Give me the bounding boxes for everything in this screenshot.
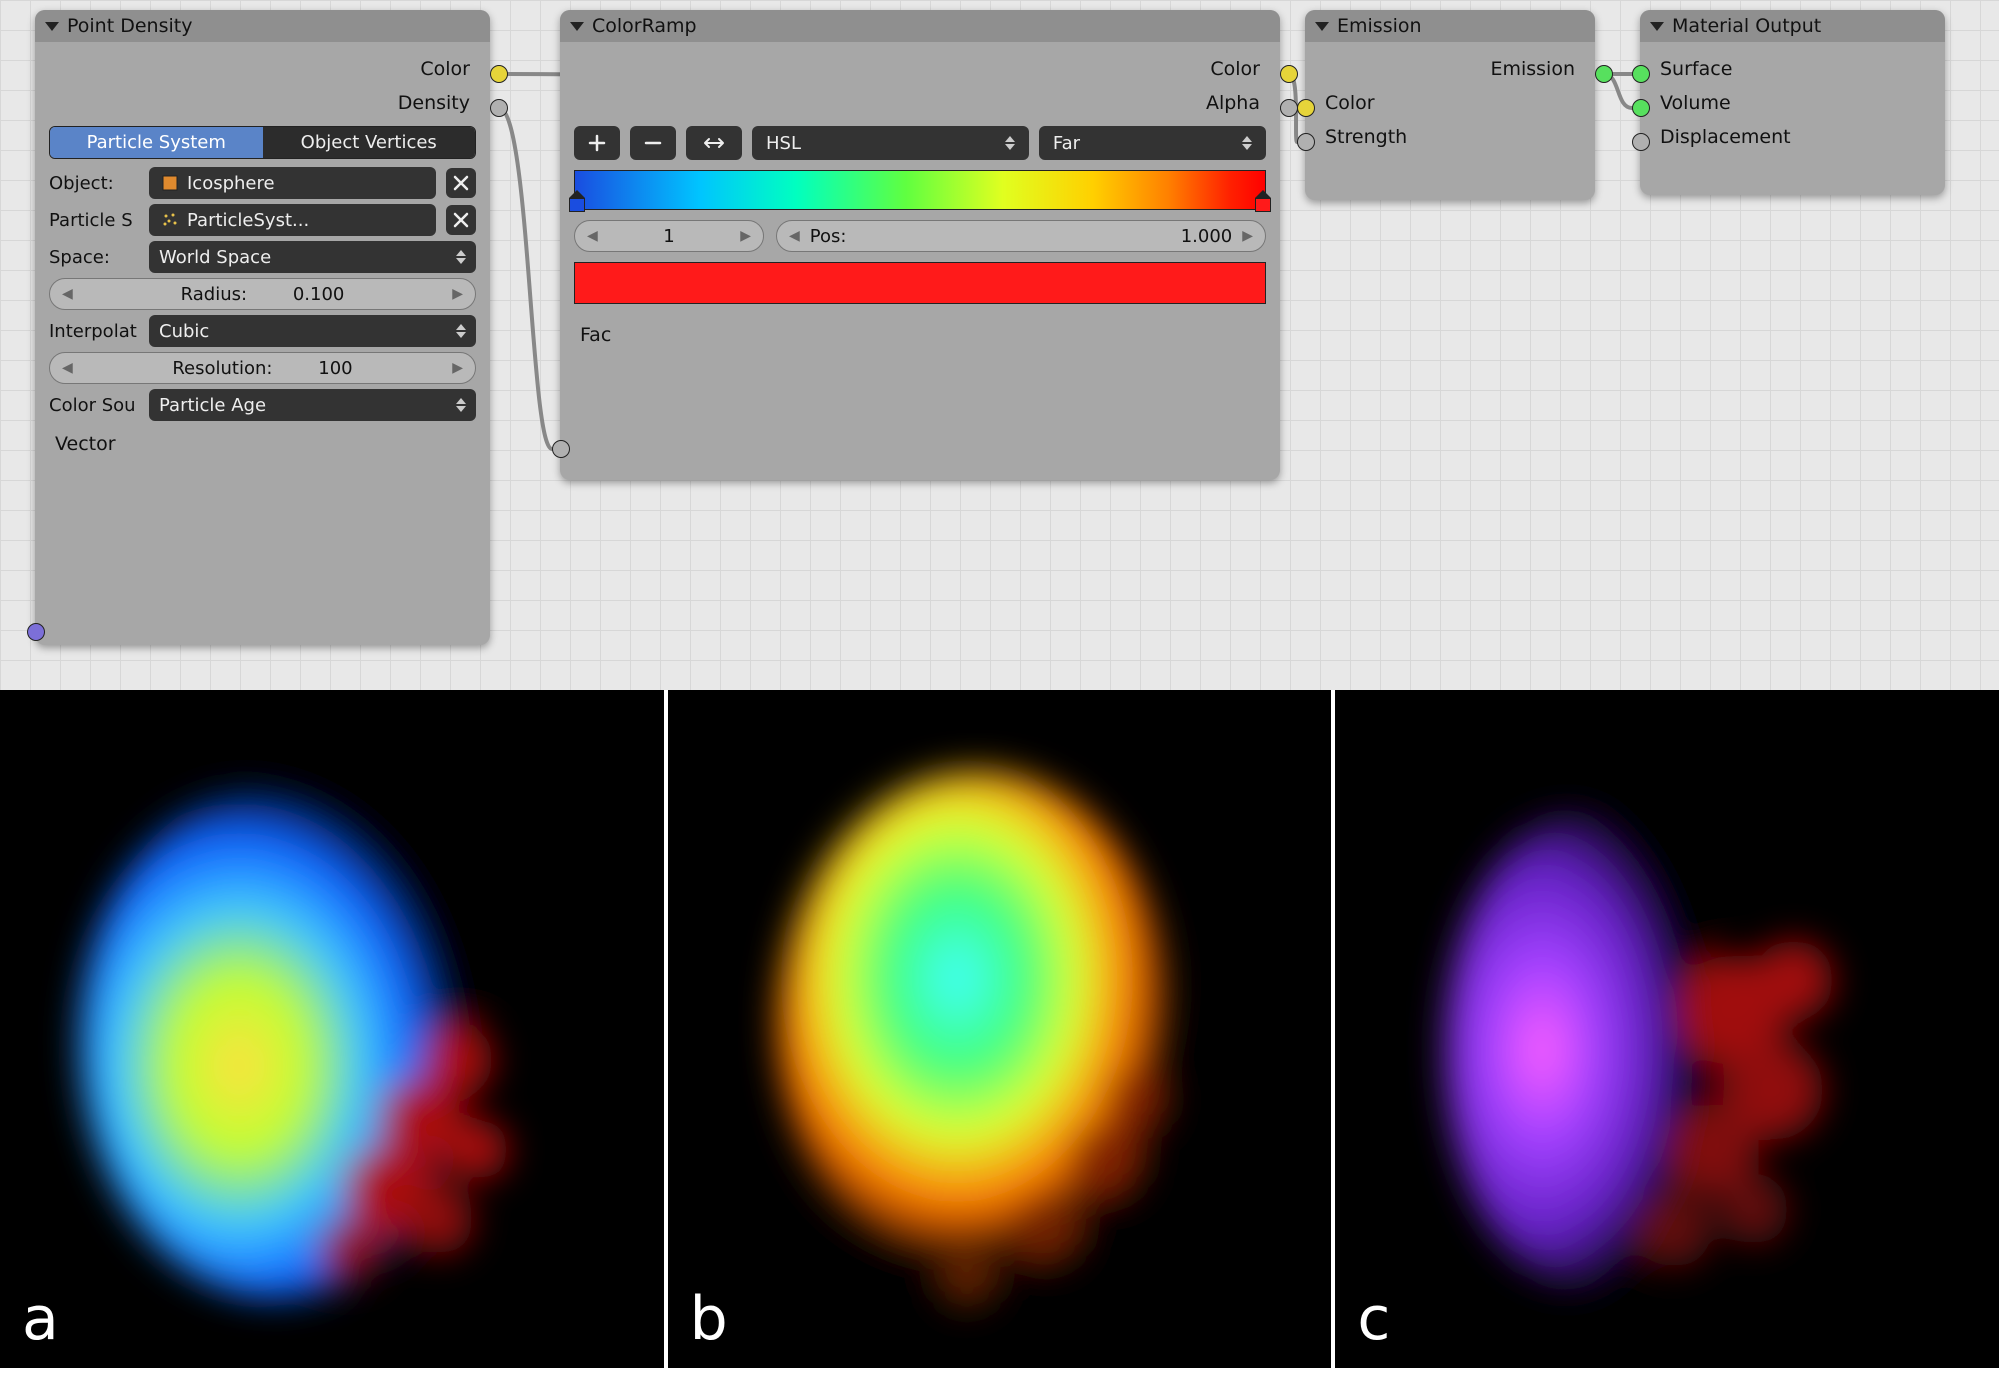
chevron-right-icon: ▶	[452, 286, 463, 302]
node-header[interactable]: Material Output	[1640, 10, 1945, 42]
flip-button[interactable]	[686, 126, 742, 160]
remove-stop-button[interactable]	[630, 126, 676, 160]
output-label: Density	[398, 92, 470, 114]
collapse-icon[interactable]	[1650, 22, 1664, 31]
node-title: Point Density	[67, 15, 192, 37]
space-label: Space:	[49, 247, 139, 268]
plus-icon	[588, 134, 606, 152]
resolution-slider[interactable]: ◀ Resolution: 100 ▶	[49, 352, 476, 384]
collapse-icon[interactable]	[45, 22, 59, 31]
colormode-dropdown[interactable]: HSL	[752, 126, 1029, 160]
input-label: Strength	[1325, 126, 1407, 148]
tab-object-vertices[interactable]: Object Vertices	[263, 127, 476, 158]
output-label: Color	[420, 58, 470, 80]
input-label: Vector	[55, 433, 116, 455]
source-tabs[interactable]: Particle System Object Vertices	[49, 126, 476, 159]
render-image	[0, 690, 664, 1368]
socket-cr_colorOut[interactable]	[1280, 65, 1298, 83]
chevron-left-icon: ◀	[62, 360, 73, 376]
output-label: Emission	[1490, 58, 1575, 80]
render-panel-c: c	[1335, 690, 1999, 1368]
socket-em_strIn[interactable]	[1297, 133, 1315, 151]
socket-mo_surf[interactable]	[1632, 65, 1650, 83]
particlesys-label: Particle S	[49, 210, 139, 231]
material-output-node[interactable]: Material Output Surface Volume Displacem…	[1640, 10, 1945, 195]
panel-label: c	[1357, 1284, 1390, 1354]
space-dropdown[interactable]: World Space	[149, 241, 476, 273]
render-panels: a	[0, 690, 1999, 1368]
socket-pd_color[interactable]	[490, 65, 508, 83]
chevron-right-icon: ▶	[452, 360, 463, 376]
panel-label: a	[22, 1284, 59, 1354]
input-label: Fac	[580, 324, 611, 346]
render-panel-a: a	[0, 690, 668, 1368]
flip-icon	[701, 134, 727, 152]
node-header[interactable]: Emission	[1305, 10, 1595, 42]
input-label: Volume	[1660, 92, 1731, 114]
minus-icon	[644, 134, 662, 152]
ramp-stop-right[interactable]	[1255, 190, 1271, 212]
input-label: Color	[1325, 92, 1375, 114]
tab-particle-system[interactable]: Particle System	[50, 127, 263, 158]
render-image	[668, 690, 1332, 1368]
render-panel-b: b	[668, 690, 1336, 1368]
interp-label: Interpolat	[49, 321, 139, 342]
socket-pd_density[interactable]	[490, 99, 508, 117]
emission-node[interactable]: Emission Emission Color Strength	[1305, 10, 1595, 200]
chevron-left-icon: ◀	[587, 228, 598, 244]
colorsource-dropdown[interactable]: Particle Age	[149, 389, 476, 421]
node-title: Material Output	[1672, 15, 1821, 37]
color-swatch[interactable]	[574, 262, 1266, 304]
particles-icon	[159, 209, 181, 231]
particlesys-dropdown[interactable]: ParticleSyst...	[149, 204, 436, 236]
radius-slider[interactable]: ◀ Radius: 0.100 ▶	[49, 278, 476, 310]
socket-cr_facIn[interactable]	[552, 440, 570, 458]
input-label: Displacement	[1660, 126, 1791, 148]
add-stop-button[interactable]	[574, 126, 620, 160]
socket-em_out[interactable]	[1595, 65, 1613, 83]
input-label: Surface	[1660, 58, 1732, 80]
render-image	[1335, 690, 1999, 1368]
ramp-stop-left[interactable]	[569, 190, 585, 212]
clear-button[interactable]	[446, 205, 476, 235]
chevron-right-icon: ▶	[740, 228, 751, 244]
collapse-icon[interactable]	[1315, 22, 1329, 31]
chevron-left-icon: ◀	[62, 286, 73, 302]
mesh-icon	[159, 172, 181, 194]
colorsource-label: Color Sou	[49, 395, 139, 416]
interp-dropdown[interactable]: Cubic	[149, 315, 476, 347]
node-title: ColorRamp	[592, 15, 697, 37]
stop-position-slider[interactable]: ◀ Pos: 1.000 ▶	[776, 220, 1266, 252]
socket-pd_vector[interactable]	[27, 623, 45, 641]
stop-index-slider[interactable]: ◀ 1 ▶	[574, 220, 764, 252]
output-label: Color	[1210, 58, 1260, 80]
output-label: Alpha	[1206, 92, 1260, 114]
colorramp-node[interactable]: ColorRamp Color Alpha HSL	[560, 10, 1280, 480]
object-label: Object:	[49, 173, 139, 194]
node-header[interactable]: ColorRamp	[560, 10, 1280, 42]
node-header[interactable]: Point Density	[35, 10, 490, 42]
socket-em_colorIn[interactable]	[1297, 99, 1315, 117]
clear-button[interactable]	[446, 168, 476, 198]
interpolation-dropdown[interactable]: Far	[1039, 126, 1266, 160]
chevron-left-icon: ◀	[789, 228, 800, 244]
object-dropdown[interactable]: Icosphere	[149, 167, 436, 199]
panel-label: b	[690, 1284, 728, 1354]
point-density-node[interactable]: Point Density Color Density Particle Sys…	[35, 10, 490, 645]
node-title: Emission	[1337, 15, 1422, 37]
color-ramp-bar[interactable]	[574, 170, 1266, 210]
socket-mo_vol[interactable]	[1632, 99, 1650, 117]
chevron-right-icon: ▶	[1242, 228, 1253, 244]
socket-cr_alphaOut[interactable]	[1280, 99, 1298, 117]
collapse-icon[interactable]	[570, 22, 584, 31]
socket-mo_disp[interactable]	[1632, 133, 1650, 151]
